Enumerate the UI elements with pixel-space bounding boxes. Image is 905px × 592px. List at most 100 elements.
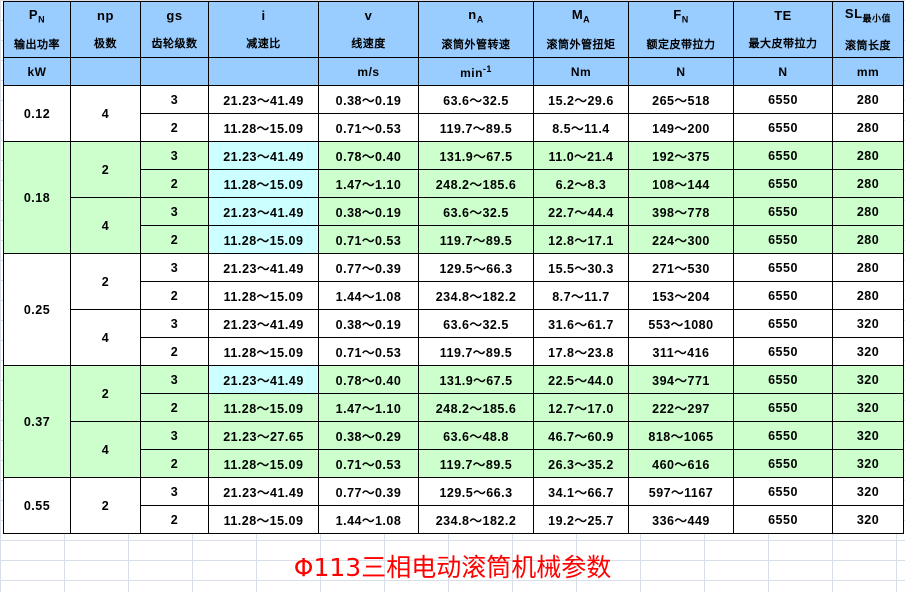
table-row: 0.25 2 3 21.23～41.49 0.77～0.39 129.5～66.3 15.5… xyxy=(3,253,904,366)
header-label: 减速比 xyxy=(246,38,281,50)
header-cell: TE 最大皮带拉力 xyxy=(733,1,833,58)
title-prefix: Φ113 xyxy=(293,553,362,582)
header-label: 线速度 xyxy=(351,38,386,50)
v-cell: 0.77～0.39 xyxy=(318,477,419,506)
unit-text: Nm xyxy=(570,64,592,79)
TE-cell: 6550 xyxy=(733,393,833,422)
gs-cell: 2 xyxy=(140,113,209,142)
header-label: 滚筒外管扭矩 xyxy=(546,39,616,52)
SL-cell: 320 xyxy=(832,505,904,534)
header-label: 极数 xyxy=(94,38,117,50)
symbol-text: TE xyxy=(774,8,792,23)
MA-cell: 22.5～44.0 xyxy=(533,365,629,394)
SL-cell: 280 xyxy=(832,197,904,226)
gs-cell: 2 xyxy=(140,337,209,366)
nA-cell: 63.6～32.5 xyxy=(418,309,534,338)
table-row: 4 3 21.23～41.49 0.38～0.19 63.6～32.5 22.7～44.4… xyxy=(4,197,904,254)
i-cell: 11.28～15.09 xyxy=(208,449,319,478)
nA-cell: 119.7～89.5 xyxy=(418,449,534,478)
i-cell: 11.28～15.09 xyxy=(208,113,319,142)
symbol-text: n xyxy=(468,6,477,22)
unit-cell xyxy=(70,57,141,86)
symbol-text: v xyxy=(364,8,373,23)
power-cell: 0.55 xyxy=(3,477,71,534)
header-cell: MA 滚筒外管扭矩 xyxy=(533,1,629,58)
nA-cell: 119.7～89.5 xyxy=(418,113,534,142)
TE-cell: 6550 xyxy=(733,85,833,114)
v-cell: 0.38～0.29 xyxy=(318,421,419,450)
FN-cell: 553～1080 xyxy=(628,309,734,338)
i-cell: 21.23～41.49 xyxy=(208,197,319,226)
header-label: 齿轮级数 xyxy=(151,38,198,50)
i-cell: 11.28～15.09 xyxy=(208,169,319,198)
FN-cell: 192～375 xyxy=(628,141,734,170)
nA-cell: 129.5～66.3 xyxy=(418,253,534,282)
TE-cell: 6550 xyxy=(733,337,833,366)
header-symbol: np xyxy=(71,8,140,23)
gs-cell: 2 xyxy=(140,505,209,534)
TE-cell: 6550 xyxy=(733,253,833,282)
header-label: 最大皮带拉力 xyxy=(748,38,818,50)
power-cell: 0.12 xyxy=(3,85,71,142)
gs-cell: 3 xyxy=(140,309,209,338)
MA-cell: 31.6～61.7 xyxy=(533,309,629,338)
unit-cell xyxy=(208,57,319,86)
power-cell: 0.25 xyxy=(3,253,71,366)
MA-cell: 8.5～11.4 xyxy=(533,113,629,142)
poles-cell: 2 xyxy=(70,253,141,310)
gs-cell: 3 xyxy=(140,197,209,226)
symbol-subscript: N xyxy=(38,14,46,25)
header-cell: gs 齿轮级数 xyxy=(140,1,209,58)
FN-cell: 394～771 xyxy=(628,365,734,394)
MA-cell: 15.5～30.3 xyxy=(533,253,629,282)
unit-cell: kW xyxy=(3,57,71,86)
header-symbol: MA xyxy=(534,7,628,25)
v-cell: 0.38～0.19 xyxy=(318,197,419,226)
table-row: 2 11.28～15.09 0.71～0.53 119.7～89.5 8.5～11.4 1… xyxy=(4,113,904,142)
FN-cell: 271～530 xyxy=(628,253,734,282)
symbol-subscript: 最小值 xyxy=(862,13,892,24)
nA-cell: 248.2～185.6 xyxy=(418,393,534,422)
v-cell: 0.71～0.53 xyxy=(318,337,419,366)
i-cell: 11.28～15.09 xyxy=(208,505,319,534)
FN-cell: 224～300 xyxy=(628,225,734,254)
v-cell: 0.71～0.53 xyxy=(318,113,419,142)
poles-cell: 4 xyxy=(70,85,141,142)
v-cell: 0.38～0.19 xyxy=(318,309,419,338)
i-cell: 11.28～15.09 xyxy=(208,281,319,310)
nA-cell: 119.7～89.5 xyxy=(418,225,534,254)
SL-cell: 320 xyxy=(832,309,904,338)
table-row: 0.55 2 3 21.23～41.49 0.77～0.39 129.5～66.3 34.1… xyxy=(3,477,904,534)
MA-cell: 11.0～21.4 xyxy=(533,141,629,170)
header-cell: FN 额定皮带拉力 xyxy=(628,1,734,58)
table-row: 0.18 2 3 21.23～41.49 0.78～0.40 131.9～67.5 11.0… xyxy=(3,141,904,254)
TE-cell: 6550 xyxy=(733,505,833,534)
header-symbol: TE xyxy=(734,8,832,23)
i-cell: 21.23～41.49 xyxy=(208,477,319,506)
header-symbol: SL最小值 xyxy=(833,6,903,25)
table-row: 2 11.28～15.09 0.71～0.53 119.7～89.5 26.3～35.2… xyxy=(4,449,904,478)
table-row: 4 3 21.23～41.49 0.38～0.19 63.6～32.5 31.6～61.7… xyxy=(4,309,904,366)
v-cell: 1.44～1.08 xyxy=(318,281,419,310)
v-cell: 0.38～0.19 xyxy=(318,85,419,114)
FN-cell: 149～200 xyxy=(628,113,734,142)
nA-cell: 248.2～185.6 xyxy=(418,169,534,198)
TE-cell: 6550 xyxy=(733,309,833,338)
v-cell: 0.71～0.53 xyxy=(318,449,419,478)
gs-cell: 3 xyxy=(140,477,209,506)
header-cell: PN 输出功率 xyxy=(3,1,71,58)
header-row: PN 输出功率 np 极数 gs 齿轮级数 i 减速比 v 线速度 nA 滚筒外管转速 MA 滚筒外管扭矩… xyxy=(3,1,904,58)
symbol-subscript: N xyxy=(681,14,689,25)
FN-cell: 153～204 xyxy=(628,281,734,310)
table-row: 4 3 21.23～27.65 0.38～0.29 63.6～48.8 46.7～60.9… xyxy=(4,421,904,478)
symbol-text: SL xyxy=(844,6,863,22)
gs-cell: 2 xyxy=(140,449,209,478)
MA-cell: 17.8～23.8 xyxy=(533,337,629,366)
FN-cell: 597～1167 xyxy=(628,477,734,506)
header-cell: np 极数 xyxy=(70,1,141,58)
FN-cell: 222～297 xyxy=(628,393,734,422)
table-row: 2 11.28～15.09 0.71～0.53 119.7～89.5 17.8～23.8… xyxy=(4,337,904,366)
header-cell: i 减速比 xyxy=(208,1,319,58)
nA-cell: 119.7～89.5 xyxy=(418,337,534,366)
